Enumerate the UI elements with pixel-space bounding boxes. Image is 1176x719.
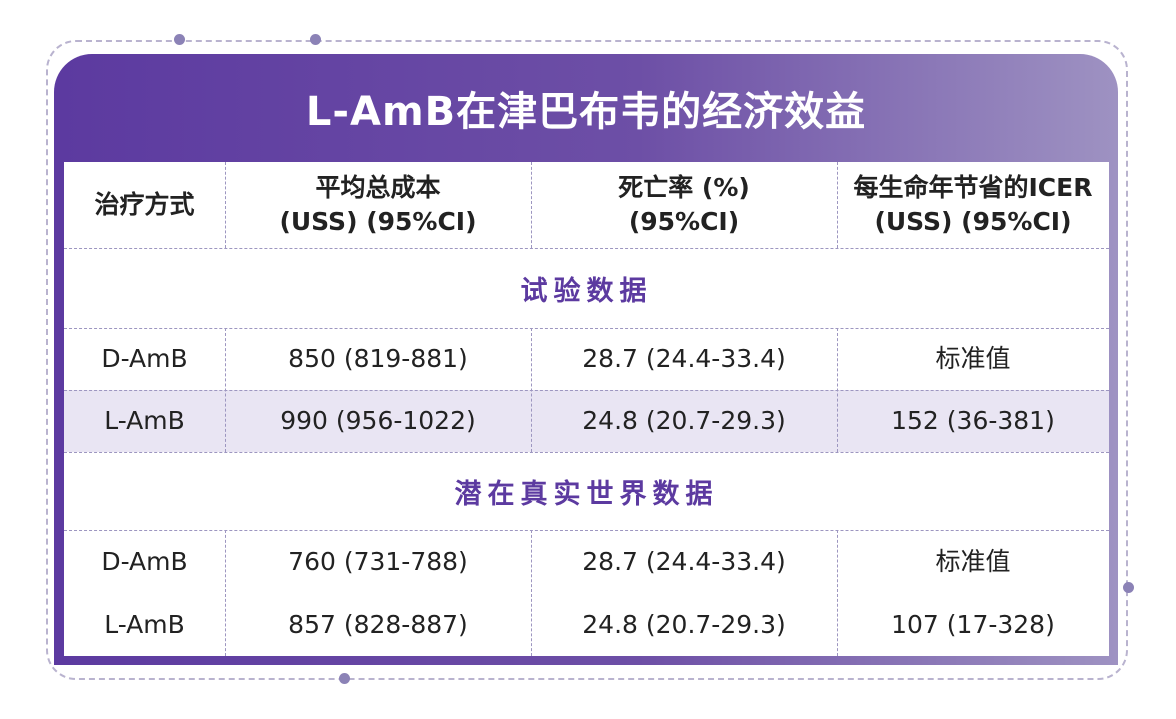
- column-divider: [837, 530, 838, 656]
- table-cell: 标准值: [935, 546, 1011, 576]
- table-row: D-AmB 850 (819-881) 28.7 (24.4-33.4) 标准值: [64, 328, 1109, 390]
- column-divider: [531, 162, 532, 248]
- decorative-dashed-frame: [46, 40, 1128, 680]
- column-divider: [531, 328, 532, 452]
- table-row: L-AmB 857 (828-887) 24.8 (20.7-29.3) 107…: [64, 593, 1109, 656]
- row-divider: [64, 530, 1109, 531]
- table-cell: 24.8 (20.7-29.3): [582, 406, 786, 435]
- column-divider: [225, 328, 226, 452]
- column-header: 治疗方式: [94, 190, 195, 219]
- row-divider: [64, 248, 1109, 249]
- table-cell: 850 (819-881): [288, 344, 468, 373]
- table-cell: D-AmB: [101, 344, 188, 373]
- column-divider: [837, 328, 838, 452]
- column-divider: [837, 162, 838, 248]
- decorative-dot: [310, 34, 321, 45]
- table-cell: 24.8 (20.7-29.3): [582, 609, 786, 639]
- infographic-card: L-AmB在津巴布韦的经济效益 治疗方式 平均总成本 (USS) (95%CI)…: [54, 54, 1118, 665]
- row-divider: [64, 452, 1109, 453]
- table-cell: 28.7 (24.4-33.4): [582, 546, 786, 576]
- table-cell: 760 (731-788): [288, 546, 468, 576]
- table-cell: 28.7 (24.4-33.4): [582, 344, 786, 373]
- table-cell: D-AmB: [101, 546, 188, 576]
- table-cell: 标准值: [935, 344, 1011, 373]
- column-divider: [225, 530, 226, 656]
- column-divider: [531, 530, 532, 656]
- decorative-dot: [1123, 582, 1134, 593]
- table-cell: 990 (956-1022): [280, 406, 476, 435]
- column-header: 平均总成本 (USS) (95%CI): [279, 173, 477, 236]
- table-row: D-AmB 760 (731-788) 28.7 (24.4-33.4) 标准值: [64, 530, 1109, 593]
- page-title: L-AmB在津巴布韦的经济效益: [305, 89, 867, 135]
- section-label: 潜在真实世界数据: [454, 478, 719, 510]
- table-cell: L-AmB: [104, 609, 185, 639]
- table-cell: 107 (17-328): [891, 609, 1055, 639]
- table-row: L-AmB 990 (956-1022) 24.8 (20.7-29.3) 15…: [64, 390, 1109, 452]
- data-table: 治疗方式 平均总成本 (USS) (95%CI) 死亡率 (%) (95%CI)…: [64, 162, 1109, 656]
- decorative-dot: [339, 673, 350, 684]
- table-header-row: 治疗方式 平均总成本 (USS) (95%CI) 死亡率 (%) (95%CI)…: [64, 162, 1109, 248]
- table-cell: 152 (36-381): [891, 406, 1055, 435]
- column-header: 每生命年节省的ICER (USS) (95%CI): [853, 173, 1093, 236]
- column-divider: [225, 162, 226, 248]
- table-cell: L-AmB: [104, 406, 185, 435]
- decorative-dot: [174, 34, 185, 45]
- row-divider: [64, 328, 1109, 329]
- table-cell: 857 (828-887): [288, 609, 468, 639]
- section-label: 试验数据: [520, 275, 653, 307]
- column-header: 死亡率 (%) (95%CI): [618, 173, 750, 236]
- row-divider: [64, 390, 1109, 391]
